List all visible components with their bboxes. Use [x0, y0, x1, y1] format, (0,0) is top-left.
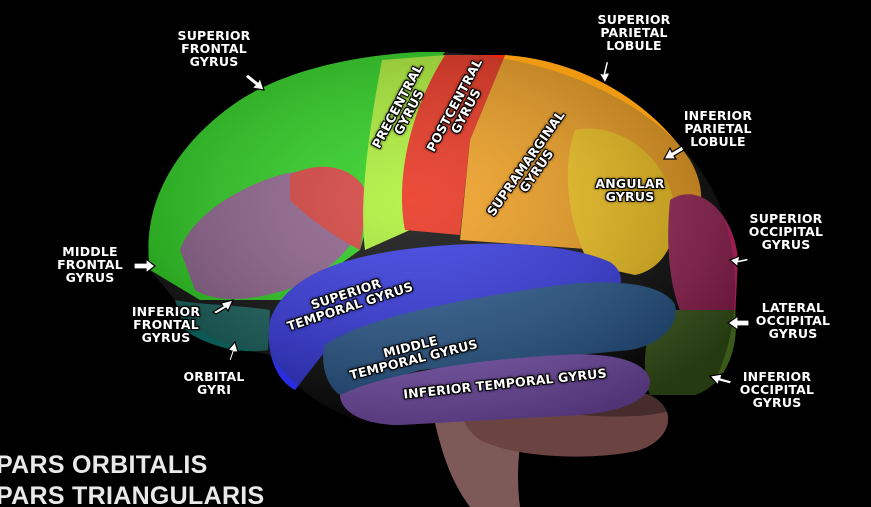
label-inferior-frontal-gyrus: INFERIOR FRONTAL GYRUS: [131, 304, 201, 345]
label-middle-frontal-gyrus: MIDDLE FRONTAL GYRUS: [57, 244, 123, 285]
label-orbital-gyri: ORBITAL GYRI: [183, 369, 245, 397]
caption-pars-orbitalis: PARS ORBITALIS: [0, 451, 208, 479]
label-inferior-parietal-lobule: INFERIOR PARIETAL LOBULE: [683, 108, 753, 149]
label-lateral-occipital-gyrus: LATERAL OCCIPITAL GYRUS: [755, 300, 831, 341]
arrow-middle-frontal: [133, 257, 156, 275]
arrow-inferior-frontal: [211, 299, 235, 315]
label-inferior-occipital-gyrus: INFERIOR OCCIPITAL GYRUS: [739, 369, 815, 410]
label-superior-occipital-gyrus: SUPERIOR OCCIPITAL GYRUS: [748, 211, 824, 252]
arrow-inferior-occipital: [708, 373, 733, 387]
arrow-orbital: [226, 340, 239, 362]
label-angular-gyrus: ANGULAR GYRUS: [595, 176, 665, 204]
arrow-inferior-parietal: [662, 145, 685, 160]
label-superior-parietal-lobule: SUPERIOR PARIETAL LOBULE: [597, 12, 671, 53]
arrow-superior-parietal: [597, 60, 611, 85]
arrow-superior-occipital: [728, 255, 749, 269]
caption-pars-triangularis: PARS TRIANGULARIS: [0, 482, 265, 507]
arrow-superior-frontal: [244, 73, 265, 91]
arrow-lateral-occipital: [726, 314, 750, 332]
label-superior-frontal-gyrus: SUPERIOR FRONTAL GYRUS: [177, 28, 251, 69]
